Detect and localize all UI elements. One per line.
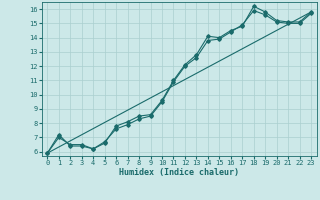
X-axis label: Humidex (Indice chaleur): Humidex (Indice chaleur) bbox=[119, 168, 239, 177]
